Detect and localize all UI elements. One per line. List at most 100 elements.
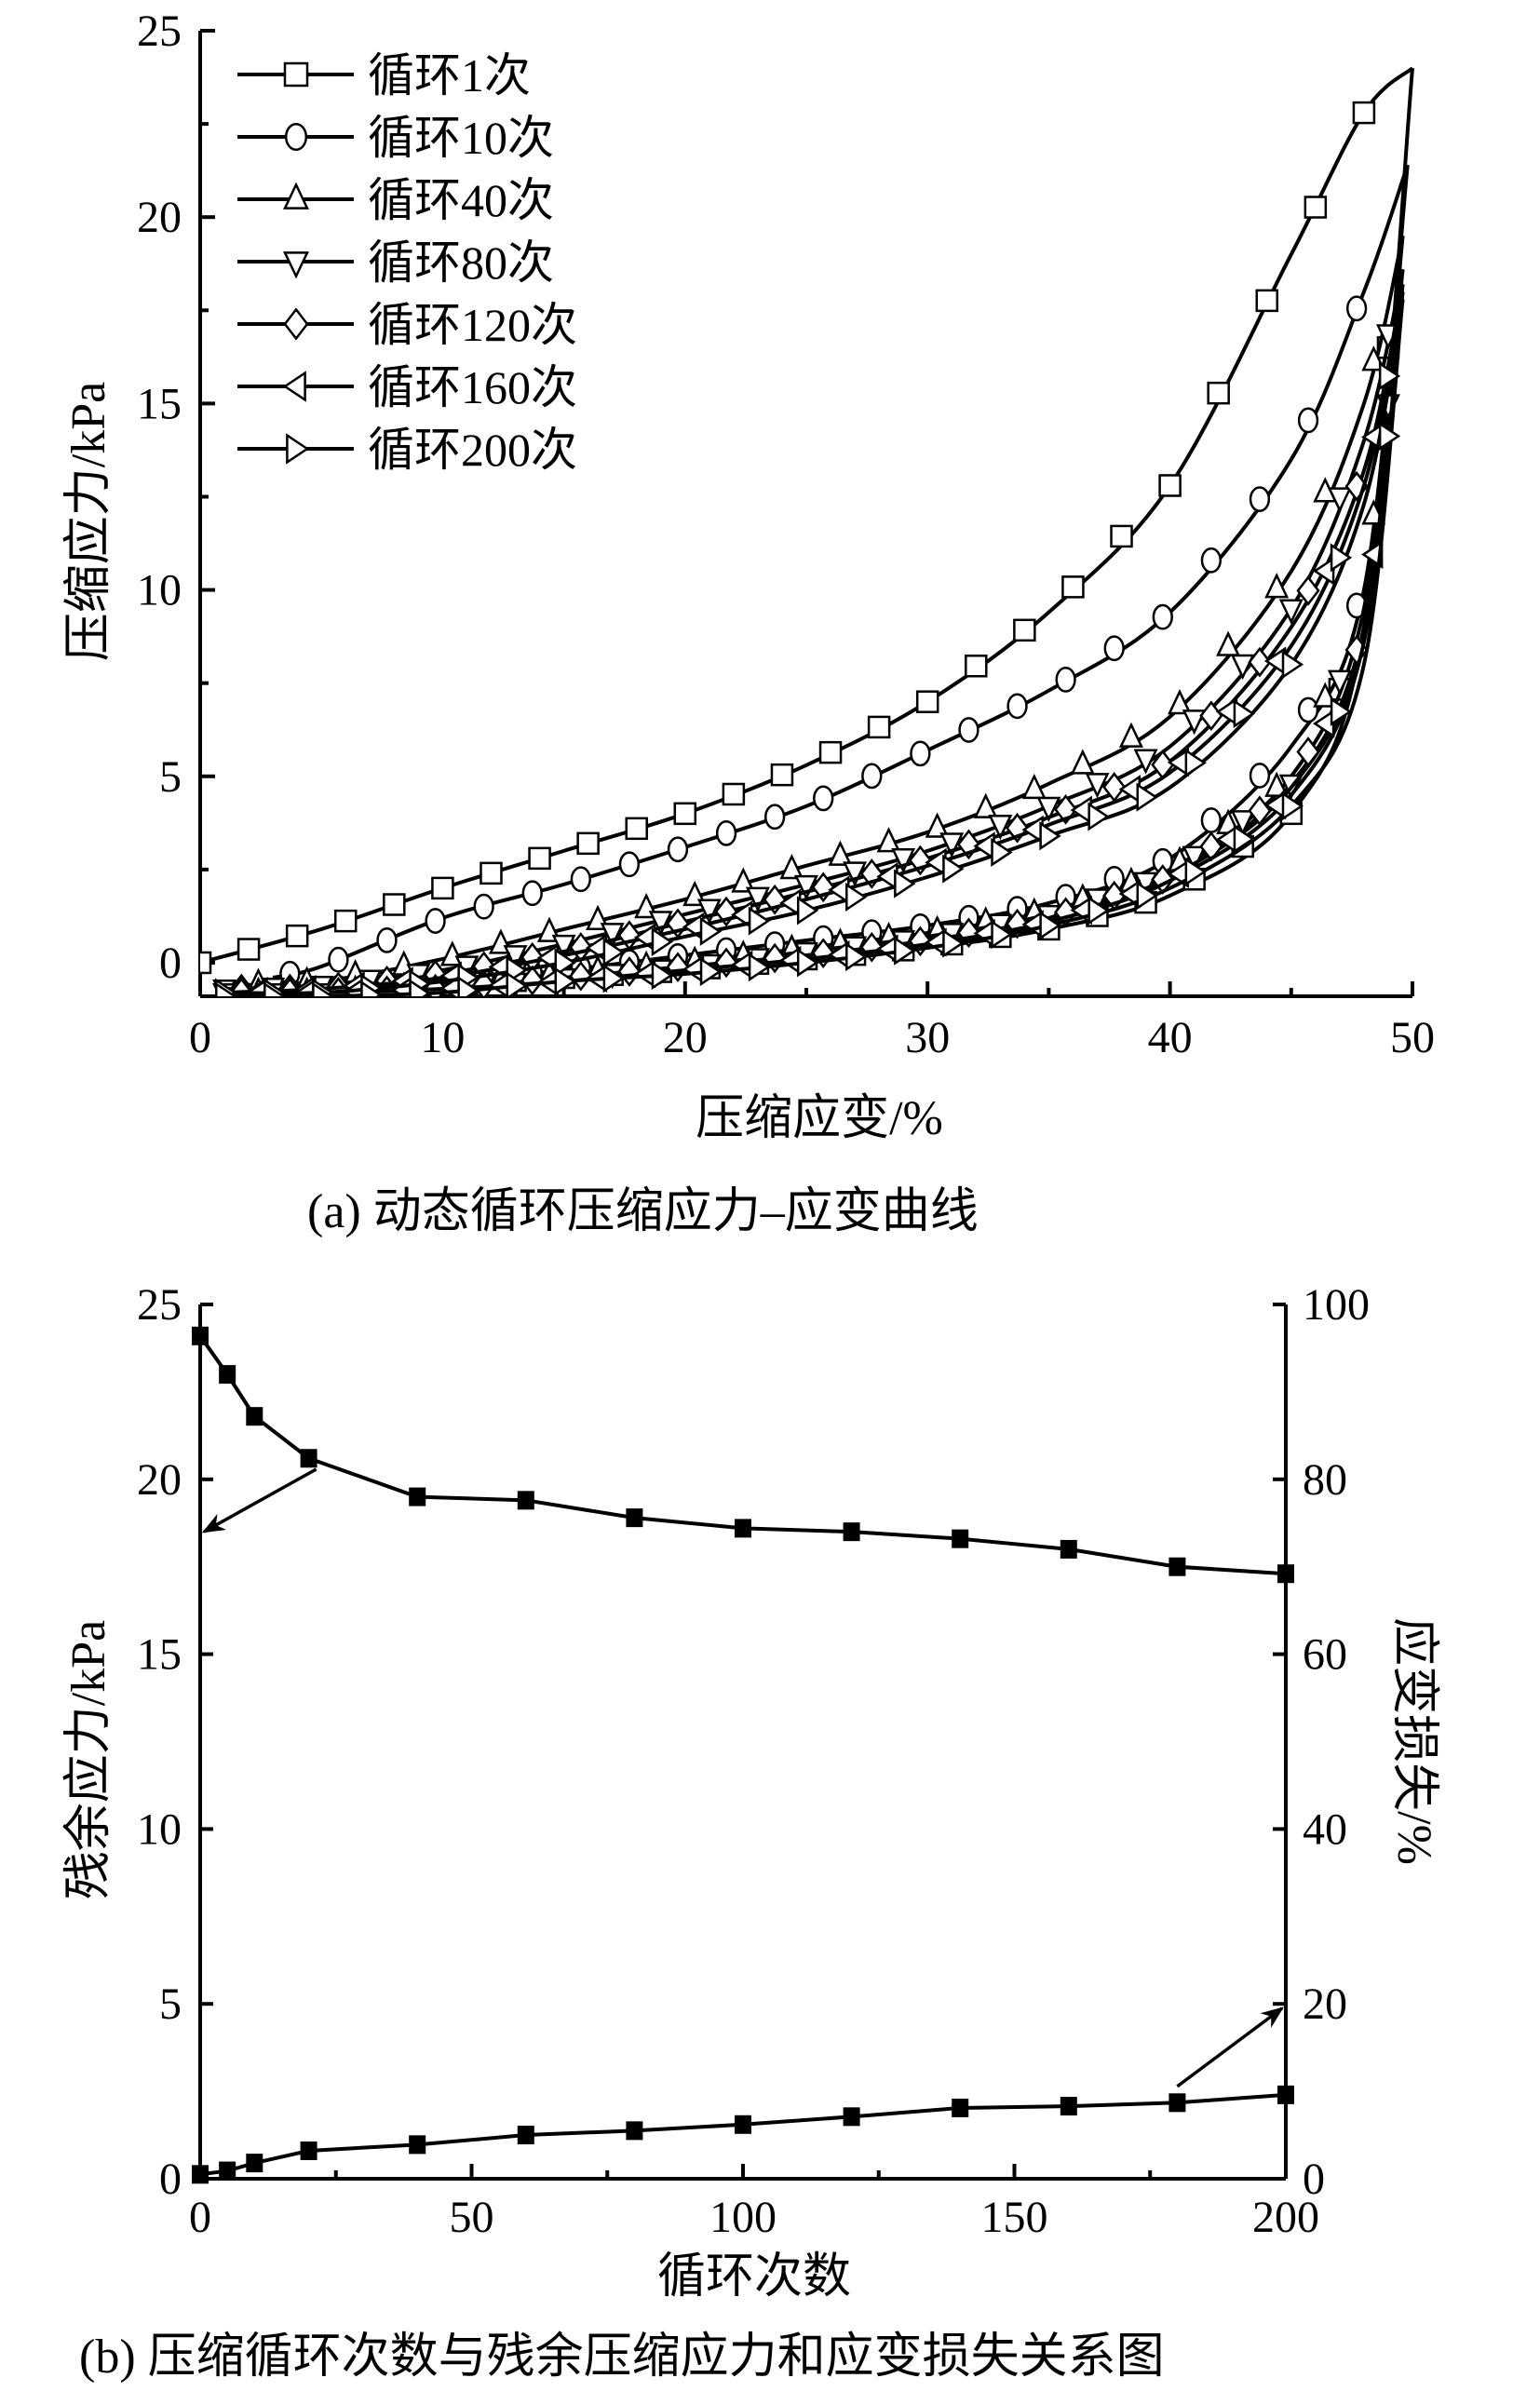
data-point-triangle-right [1378, 361, 1401, 391]
y-tick-label: 10 [137, 566, 182, 615]
data-point [735, 2115, 751, 2134]
data-point [409, 2135, 426, 2155]
data-point-square [1158, 474, 1182, 497]
arrow-to-right-axis [1176, 2006, 1284, 2088]
data-point-diamond [1296, 736, 1320, 767]
data-point-square [818, 740, 843, 764]
chart-b-xlabel: 循环次数 [657, 2250, 851, 2304]
y-tick-label-left: 5 [159, 1979, 182, 2029]
data-point [409, 1487, 426, 1507]
x-tick-label: 20 [663, 1013, 708, 1062]
data-point [192, 2165, 209, 2184]
data-point-triangle-right [991, 919, 1013, 950]
data-point [1060, 1539, 1077, 1559]
legend-label: 循环120次 [368, 299, 577, 351]
data-point-triangle-right [748, 906, 771, 936]
data-point-square [673, 802, 697, 826]
legend-marker-triangle-left [282, 371, 306, 402]
x-tick-label: 40 [1148, 1013, 1193, 1062]
data-point-diamond [811, 938, 835, 969]
arrow-to-left-axis [201, 1467, 317, 1534]
data-point-triangle-down [1327, 487, 1352, 513]
data-point-square [1304, 196, 1328, 219]
data-point-triangle-down [891, 848, 916, 874]
y-tick-label: 25 [137, 7, 182, 56]
data-point-triangle-right [1039, 821, 1061, 851]
data-point [219, 1365, 236, 1385]
legend-label: 循环200次 [368, 424, 577, 476]
data-point-circle [763, 804, 786, 831]
chart-b-ylabel-left: 残余应力/kPa [62, 1620, 115, 1899]
data-point-circle [473, 893, 494, 920]
data-point-triangle-right [1087, 802, 1110, 831]
data-point-triangle-down [1327, 669, 1352, 696]
data-point-diamond [714, 947, 738, 979]
data-point-square [528, 846, 551, 871]
legend-marker-triangle-up [283, 182, 309, 209]
data-point-triangle-up [1021, 773, 1047, 800]
data-point-circle [1297, 696, 1319, 723]
data-point-square [722, 782, 746, 806]
data-point-triangle-up [1118, 722, 1143, 748]
data-point-triangle-right [796, 948, 819, 978]
data-point-triangle-right [214, 981, 237, 996]
data-point-circle [958, 717, 979, 743]
legend-label: 循环10次 [368, 112, 554, 164]
data-point [843, 1522, 860, 1542]
data-point-circle [521, 880, 543, 907]
data-point-triangle-right [1281, 791, 1304, 821]
data-point-square [1255, 289, 1279, 313]
series-line-loading [223, 290, 1405, 994]
data-point-triangle-down [988, 814, 1013, 841]
data-point-diamond [569, 960, 593, 992]
data-point-square [1013, 618, 1036, 642]
y-tick-label: 0 [159, 939, 182, 988]
data-point-triangle-down [648, 911, 673, 937]
data-point [952, 1529, 969, 1548]
data-point-triangle-right [409, 979, 431, 996]
data-point-circle [1297, 407, 1319, 434]
chart-a-caption: (a) 动态循环压缩应力–应变曲线 [307, 1185, 979, 1238]
data-point-circle [1200, 547, 1223, 574]
data-point-triangle-right [699, 916, 723, 946]
data-point-triangle-up [828, 840, 853, 866]
legend-marker-triangle-down [283, 251, 309, 279]
series-residual-stress [192, 1326, 1294, 1584]
x-tick-label: 100 [709, 2193, 777, 2242]
data-point-diamond [666, 952, 690, 983]
data-point-triangle-up [1264, 573, 1290, 599]
data-point-square [431, 876, 454, 900]
data-point-triangle-up [1070, 749, 1095, 775]
data-point [1060, 2097, 1077, 2116]
data-point-square [625, 817, 648, 841]
data-point-triangle-down [745, 886, 770, 912]
y-tick-label-left: 0 [159, 2155, 182, 2204]
y-tick-label-left: 15 [137, 1630, 182, 1680]
data-point-triangle-right [1378, 421, 1401, 451]
data-point-triangle-right [457, 976, 480, 996]
data-point-triangle-down [1182, 709, 1207, 736]
data-point-diamond [520, 965, 545, 996]
data-point-triangle-up [1216, 630, 1241, 656]
data-point-diamond [1005, 812, 1030, 844]
series-strain-loss [192, 2085, 1294, 2184]
data-point-triangle-right [894, 869, 916, 898]
data-point-triangle-down [939, 832, 965, 858]
y-tick-label: 5 [159, 752, 182, 802]
data-point-triangle-right [1136, 881, 1158, 911]
data-point [952, 2098, 969, 2117]
data-point-triangle-down [1133, 749, 1158, 775]
data-point-triangle-up [1361, 345, 1386, 372]
data-point-diamond [956, 829, 981, 860]
data-point-square [576, 831, 600, 856]
data-point-triangle-up [779, 853, 804, 880]
data-point-triangle-right [845, 942, 868, 972]
series-line [198, 1334, 1287, 1576]
data-point-circle [570, 866, 591, 893]
data-point-square [1352, 101, 1376, 125]
data-point-square [333, 909, 358, 933]
data-point-triangle-right [1184, 748, 1207, 777]
data-point-square [867, 715, 891, 739]
